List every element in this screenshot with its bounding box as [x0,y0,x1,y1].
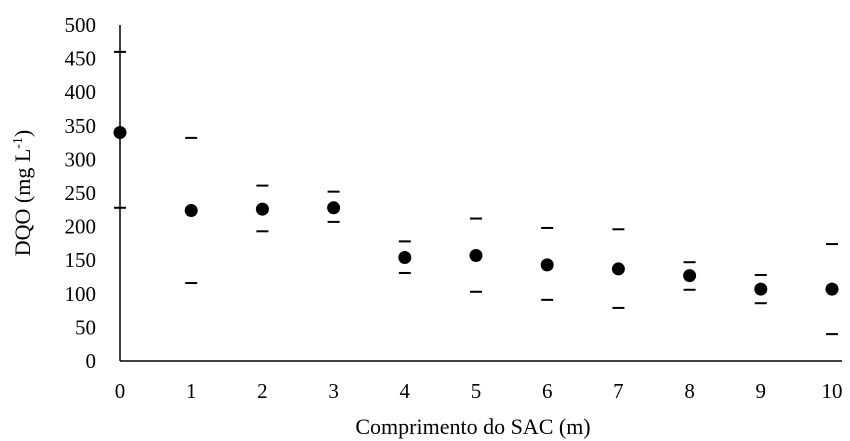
x-tick-labels: 0 1 2 3 4 5 6 7 8 9 10 [115,379,843,403]
y-tick-label: 500 [65,13,97,37]
error-bars [114,50,838,336]
data-point [398,251,412,265]
data-point [184,203,198,217]
y-tick-label: 0 [86,349,97,373]
data-point [540,258,554,272]
y-axis-label-superscript: -1 [11,137,26,149]
x-tick-label: 8 [684,379,695,403]
y-axis-label: DQO (mg L-1) [10,130,35,257]
x-tick-label: 3 [328,379,339,403]
data-point [754,282,768,296]
x-tick-label: 10 [822,379,843,403]
y-tick-label: 150 [65,248,97,272]
x-tick-label: 9 [756,379,767,403]
x-tick-label: 4 [400,379,411,403]
axes [119,25,842,362]
x-tick-label: 7 [613,379,624,403]
x-tick-label: 0 [115,379,126,403]
x-tick-label: 5 [471,379,482,403]
data-point [327,201,341,215]
y-tick-labels: 0 50 100 150 200 250 300 350 400 450 500 [65,13,97,373]
data-point [113,126,127,140]
y-axis-label-main: DQO (mg L [10,149,35,257]
y-axis-label-close: ) [10,130,35,137]
data-point [469,248,483,262]
y-tick-label: 100 [65,282,97,306]
y-tick-label: 200 [65,215,97,239]
x-axis-label: Comprimento do SAC (m) [355,414,590,439]
y-tick-label: 400 [65,80,97,104]
data-point [611,262,625,276]
data-point [825,282,839,296]
y-tick-label: 300 [65,147,97,171]
y-tick-label: 50 [75,315,96,339]
x-tick-label: 6 [542,379,553,403]
data-point [683,269,697,283]
x-tick-label: 1 [186,379,197,403]
data-point [255,202,269,216]
data-points [113,126,839,296]
y-tick-label: 350 [65,114,97,138]
x-tick-label: 2 [257,379,268,403]
y-tick-label: 250 [65,181,97,205]
y-tick-label: 450 [65,47,97,71]
